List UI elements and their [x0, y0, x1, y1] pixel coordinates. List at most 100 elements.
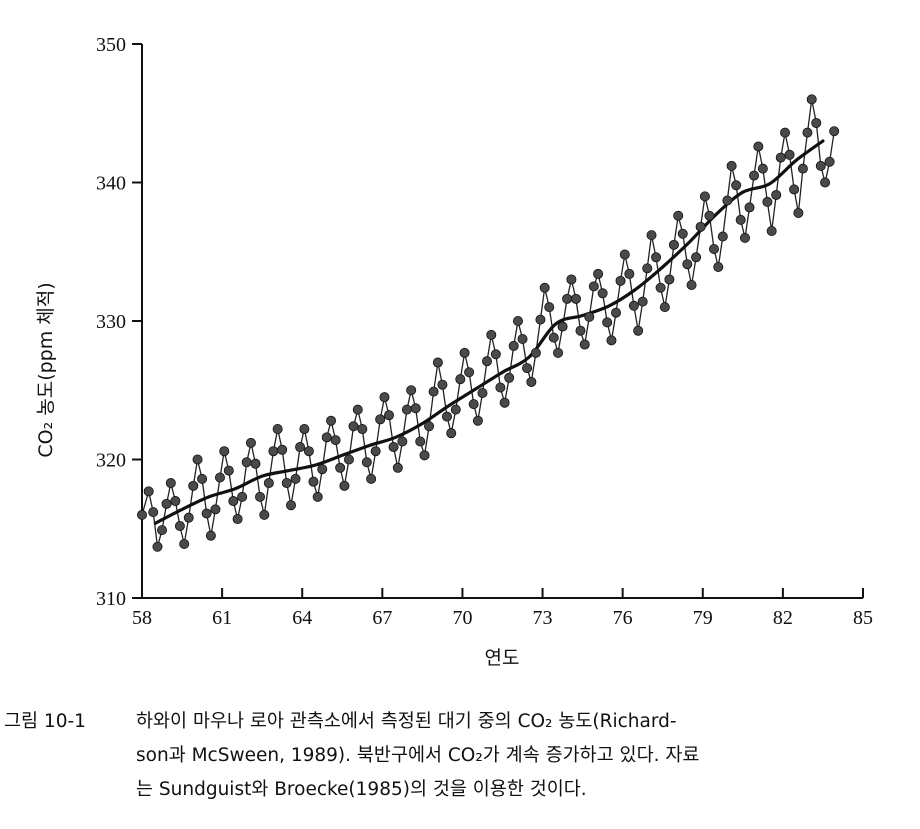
monthly-data-point — [504, 372, 515, 383]
monthly-data-point — [499, 397, 510, 408]
monthly-data-point — [197, 473, 208, 484]
x-axis-ticks: 58 61 64 67 70 73 76 79 82 85 — [132, 588, 873, 629]
monthly-data-point — [655, 282, 666, 293]
monthly-data-point — [610, 307, 621, 318]
monthly-data-point — [486, 329, 497, 340]
monthly-data-point — [348, 421, 359, 432]
monthly-data-point — [477, 388, 488, 399]
x-tick-label: 76 — [613, 607, 633, 629]
monthly-data-point — [366, 473, 377, 484]
monthly-data-point — [548, 332, 559, 343]
x-tick-label: 61 — [212, 607, 232, 629]
monthly-data-point — [682, 259, 693, 270]
monthly-data-point — [441, 411, 452, 422]
monthly-data-point — [392, 462, 403, 473]
x-tick-label: 79 — [693, 607, 713, 629]
monthly-data-point — [192, 454, 203, 465]
monthly-data-point — [811, 117, 822, 128]
monthly-data-point — [780, 127, 791, 138]
monthly-data-point — [686, 279, 697, 290]
monthly-data-point — [673, 210, 684, 221]
monthly-data-point — [188, 480, 199, 491]
monthly-data-point — [637, 296, 648, 307]
monthly-data-point — [375, 414, 386, 425]
monthly-data-point — [179, 538, 190, 549]
monthly-data-point — [744, 202, 755, 213]
monthly-data-point — [459, 347, 470, 358]
monthly-data-point — [455, 374, 466, 385]
x-tick-label: 82 — [773, 607, 793, 629]
monthly-data-point — [557, 321, 568, 332]
caption-line: 는 Sundguist와 Broecke(1985)의 것을 이용한 것이다. — [136, 779, 587, 800]
monthly-data-point — [739, 232, 750, 243]
monthly-data-point — [677, 228, 688, 239]
monthly-data-point — [562, 293, 573, 304]
monthly-data-point — [593, 268, 604, 279]
monthly-data-point — [588, 281, 599, 292]
monthly-data-point — [749, 170, 760, 181]
x-tick-label: 58 — [132, 607, 152, 629]
monthly-data-point — [695, 221, 706, 232]
monthly-data-point — [482, 356, 493, 367]
monthly-data-point — [281, 478, 292, 489]
monthly-data-point — [664, 274, 675, 285]
monthly-data-point — [295, 442, 306, 453]
monthly-data-point — [277, 444, 288, 455]
monthly-data-point — [370, 446, 381, 457]
monthly-data-point — [157, 525, 168, 536]
monthly-data-point — [753, 141, 764, 152]
monthly-data-point — [326, 415, 337, 426]
y-axis-ticks: 310 320 330 340 350 — [96, 34, 142, 610]
monthly-data-point — [388, 442, 399, 453]
monthly-data-point — [535, 314, 546, 325]
monthly-data-point — [424, 421, 435, 432]
monthly-data-point — [802, 127, 813, 138]
monthly-data-point — [384, 410, 395, 421]
monthly-data-point — [205, 530, 216, 541]
monthly-data-point — [624, 268, 635, 279]
monthly-data-point — [806, 94, 817, 105]
monthly-data-point — [428, 386, 439, 397]
monthly-data-point — [771, 189, 782, 200]
monthly-data-point — [219, 446, 230, 457]
monthly-data-point — [361, 457, 372, 468]
monthly-data-point — [419, 450, 430, 461]
monthly-data-point — [775, 152, 786, 163]
monthly-data-point — [815, 160, 826, 171]
monthly-data-point — [468, 399, 479, 410]
monthly-data-point — [299, 424, 310, 435]
monthly-data-point — [272, 424, 283, 435]
monthly-series-line — [141, 99, 835, 547]
monthly-data-point — [161, 498, 172, 509]
monthly-data-point — [432, 357, 443, 368]
monthly-data-point — [642, 263, 653, 274]
monthly-data-point — [321, 432, 332, 443]
monthly-data-point — [691, 252, 702, 263]
x-tick-label: 70 — [452, 607, 472, 629]
monthly-data-point — [597, 288, 608, 299]
monthly-data-point — [415, 436, 426, 447]
monthly-data-point — [446, 428, 457, 439]
caption-label: 그림 10-1 — [4, 711, 86, 732]
monthly-data-point — [579, 339, 590, 350]
monthly-data-point — [450, 404, 461, 415]
monthly-data-point — [250, 458, 261, 469]
monthly-data-point — [757, 163, 768, 174]
monthly-data-point — [628, 300, 639, 311]
monthly-data-point — [397, 436, 408, 447]
x-tick-label: 85 — [853, 607, 873, 629]
y-tick-label: 350 — [96, 34, 126, 56]
monthly-data-point — [566, 274, 577, 285]
monthly-data-point — [312, 491, 323, 502]
monthly-data-point — [651, 252, 662, 263]
x-tick-label: 67 — [372, 607, 392, 629]
monthly-data-point — [789, 184, 800, 195]
monthly-data-point — [245, 437, 256, 448]
series-points — [136, 94, 840, 552]
monthly-data-point — [223, 465, 234, 476]
monthly-data-point — [659, 302, 670, 313]
y-axis-title: CO₂ 농도(ppm 체적) — [35, 282, 57, 457]
monthly-data-point — [406, 385, 417, 396]
monthly-data-point — [286, 500, 297, 511]
y-tick-label: 330 — [96, 311, 126, 333]
